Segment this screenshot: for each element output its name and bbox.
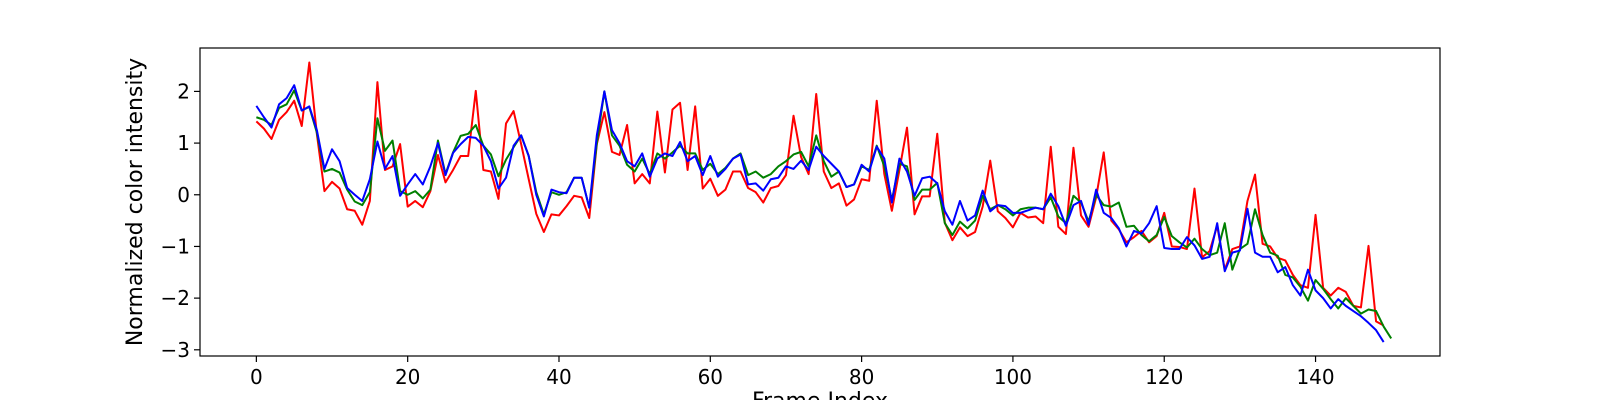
x-tick-label: 40 <box>546 365 571 389</box>
y-tick-label: 1 <box>177 131 190 155</box>
x-tick-label: 140 <box>1296 365 1334 389</box>
series-line-0 <box>255 61 1385 327</box>
plot-frame <box>199 47 1441 357</box>
series-line-2 <box>255 84 1385 343</box>
y-tick-label: −3 <box>161 338 190 362</box>
x-tick-label: 80 <box>849 365 874 389</box>
series-layer <box>255 61 1393 343</box>
x-axis-label: Frame Index <box>752 389 888 400</box>
y-axis-ticks: −3 −2 −1 0 1 2 <box>161 79 200 362</box>
x-axis-ticks: 0 20 40 60 80 100 120 140 <box>250 356 1335 389</box>
y-axis-label: Normalized color intensity <box>123 58 148 346</box>
x-tick-label: 100 <box>994 365 1032 389</box>
y-tick-label: −2 <box>161 286 190 310</box>
x-tick-label: 20 <box>395 365 420 389</box>
y-tick-label: 0 <box>177 183 190 207</box>
y-tick-label: 2 <box>177 79 190 103</box>
x-tick-label: 120 <box>1145 365 1183 389</box>
x-tick-label: 60 <box>698 365 723 389</box>
x-tick-label: 0 <box>250 365 263 389</box>
y-tick-label: −1 <box>161 234 190 258</box>
plot-area <box>200 48 1440 356</box>
